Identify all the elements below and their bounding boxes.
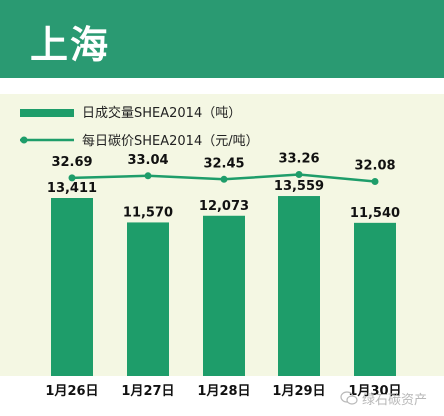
price-point-1 <box>68 174 76 182</box>
legend-bar-label: 日成交量SHEA2014（吨） <box>82 106 242 121</box>
bar-value-label-1: 13,411 <box>47 181 97 196</box>
price-label-4: 33.26 <box>278 152 319 167</box>
bar-value-label-4: 13,559 <box>274 179 324 194</box>
price-label-1: 32.69 <box>51 155 92 170</box>
watermark: 绿石碳资产 <box>340 386 427 410</box>
bar-2 <box>127 222 169 376</box>
price-point-4 <box>295 171 303 178</box>
bar-value-label-3: 12,073 <box>199 199 249 214</box>
bar-1 <box>51 198 93 376</box>
watermark-text: 绿石碳资产 <box>362 392 428 408</box>
header-banner: 上海 <box>0 0 444 78</box>
x-tick-label-2: 1月27日 <box>121 384 175 399</box>
price-point-5 <box>371 178 379 185</box>
x-tick-label-5: 1月30日 <box>348 384 402 399</box>
legend-bar-swatch <box>20 109 74 117</box>
price-label-2: 33.04 <box>127 153 168 168</box>
bar-3 <box>203 215 245 376</box>
x-tick-label-3: 1月28日 <box>197 384 251 399</box>
price-label-3: 32.45 <box>203 156 244 171</box>
x-axis-strip <box>0 376 444 416</box>
wechat-icon <box>340 391 358 405</box>
price-point-2 <box>144 172 152 180</box>
bar-value-label-2: 11,570 <box>123 205 173 220</box>
x-tick-label-1: 1月26日 <box>45 384 99 399</box>
price-label-5: 32.08 <box>354 159 395 174</box>
bar-4 <box>278 196 320 376</box>
legend-line-swatch <box>20 136 74 144</box>
legend-line-label: 每日碳价SHEA2014（元/吨） <box>82 134 259 149</box>
bar-5 <box>354 222 396 376</box>
x-tick-label-4: 1月29日 <box>272 384 326 399</box>
bar-value-label-5: 11,540 <box>350 206 400 221</box>
page-title: 上海 <box>30 23 111 67</box>
price-point-3 <box>220 175 228 183</box>
